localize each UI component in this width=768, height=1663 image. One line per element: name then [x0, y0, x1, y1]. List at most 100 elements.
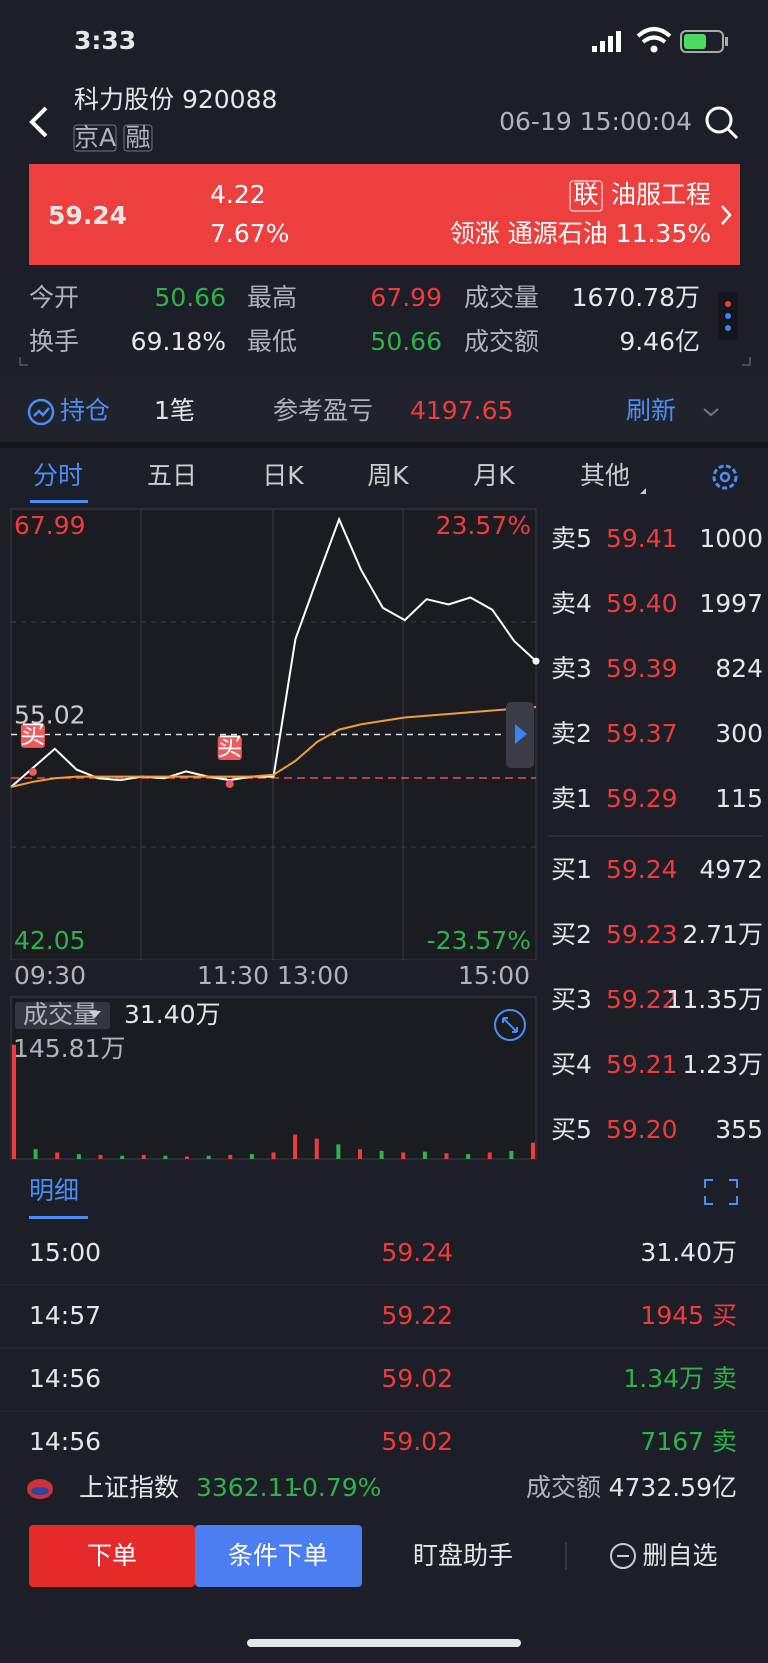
tab[interactable]: 五日: [147, 461, 197, 490]
fullscreen-button[interactable]: [494, 1009, 526, 1041]
back-button[interactable]: [29, 106, 48, 138]
stat-value: 67.99: [370, 283, 442, 312]
volume-max: 145.81万: [13, 1034, 125, 1063]
turnover: 4732.59亿: [609, 1473, 737, 1502]
tab[interactable]: 日K: [262, 461, 304, 490]
refresh[interactable]: 刷新: [626, 396, 676, 425]
pnl-label: 参考盈亏: [273, 396, 373, 425]
datetime: 06-19 15:00:04: [499, 107, 692, 136]
book-price: 59.21: [606, 1050, 678, 1079]
stat-label: 换手: [29, 327, 79, 356]
book-label: 买5: [551, 1115, 592, 1144]
volume-bar: [120, 1155, 125, 1159]
tab-arrow: [640, 488, 646, 494]
tag: 京A: [74, 123, 116, 152]
tab[interactable]: 其他: [580, 461, 630, 490]
tab[interactable]: 分时: [33, 461, 83, 490]
volume-selector[interactable]: [15, 1002, 110, 1029]
stat-value: 1670.78万: [572, 283, 700, 312]
sector-tag[interactable]: 联: [573, 180, 598, 209]
chevron: [721, 205, 732, 225]
remove-icon: [610, 1543, 636, 1569]
tab-underline: [30, 500, 88, 503]
book-price: 59.20: [606, 1115, 678, 1144]
sector-leader[interactable]: 领涨 通源石油 11.35%: [450, 219, 711, 248]
book-label: 卖1: [551, 784, 592, 813]
book-volume: 824: [715, 654, 763, 683]
book-volume: 1997: [699, 589, 763, 618]
trade-marker: [20, 723, 45, 748]
search-button[interactable]: [705, 106, 739, 140]
pct-label: 23.57%: [436, 511, 531, 540]
book-volume: 4972: [699, 855, 763, 884]
volume-bar: [206, 1155, 211, 1159]
trade-point: [28, 767, 37, 776]
position-label[interactable]: 持仓: [60, 396, 110, 425]
index-logo: [27, 1479, 53, 1499]
book-price: 59.23: [606, 920, 678, 949]
volume-bar: [401, 1152, 406, 1159]
volume-bar: [249, 1154, 254, 1159]
book-label: 买4: [551, 1050, 592, 1079]
dropdown-arrow: [89, 1011, 101, 1018]
volume-bar: [271, 1152, 276, 1159]
volume-label[interactable]: 成交量: [23, 1000, 98, 1029]
stat-label: 成交量: [464, 283, 539, 312]
tag-box: [73, 124, 117, 152]
action[interactable]: 删自选: [642, 1541, 717, 1570]
action[interactable]: 盯盘助手: [413, 1541, 513, 1570]
book-price: 59.40: [606, 589, 678, 618]
action[interactable]: 下单: [87, 1541, 137, 1570]
book-label: 卖4: [551, 589, 592, 618]
order-button[interactable]: [29, 1525, 195, 1587]
index-change: -0.79%: [293, 1473, 381, 1502]
book-volume: 1000: [699, 524, 763, 553]
trade-point: [225, 780, 234, 789]
volume-bar: [12, 1044, 16, 1159]
action[interactable]: 条件下单: [228, 1541, 328, 1570]
trade-volume: 1945 买: [640, 1301, 737, 1330]
conditional-order-button[interactable]: [195, 1525, 362, 1587]
volume-bar: [185, 1156, 189, 1159]
stat-value: 50.66: [154, 283, 226, 312]
expand-button[interactable]: [704, 1179, 738, 1205]
book-price: 59.22: [606, 985, 678, 1014]
grid: [11, 509, 536, 960]
volume-bar: [422, 1151, 427, 1159]
book-label: 卖3: [551, 654, 592, 683]
position-count: 1笔: [154, 396, 195, 425]
change: 4.22: [210, 180, 266, 209]
trade-price: 59.22: [381, 1301, 453, 1330]
index-name[interactable]: 上证指数: [79, 1473, 179, 1502]
expand-handle[interactable]: [506, 702, 534, 768]
trade-price: 59.24: [381, 1238, 453, 1267]
book-price: 59.24: [606, 855, 678, 884]
price-line: [10, 706, 537, 788]
volume-bar: [141, 1154, 146, 1159]
sector[interactable]: 油服工程: [611, 180, 711, 209]
book-volume: 300: [715, 719, 763, 748]
volume-bar: [228, 1154, 233, 1159]
order-book: 卖5 59.41 1000 卖4 59.40 1997 卖3 59.39 824 卖2 59.37 3…: [551, 524, 763, 1144]
book-label: 卖2: [551, 719, 592, 748]
more-dots[interactable]: [718, 292, 738, 340]
tag: 融: [125, 123, 150, 152]
tabs: 分时 五日 日K 周K 月K 其他: [30, 461, 630, 503]
settings-button[interactable]: [712, 464, 738, 490]
volume-bar: [358, 1149, 362, 1159]
pnl: 4197.65: [410, 396, 513, 425]
trade-volume: 7167 卖: [640, 1427, 737, 1456]
volume-bar: [466, 1154, 471, 1159]
book-label: 买1: [551, 855, 592, 884]
book-volume: 115: [715, 784, 763, 813]
book-price: 59.29: [606, 784, 678, 813]
chevron: [703, 408, 719, 417]
trade-time: 14:56: [29, 1427, 101, 1456]
tab[interactable]: 周K: [367, 461, 409, 490]
position-icon: [27, 398, 55, 426]
tab[interactable]: 月K: [473, 461, 515, 490]
volume-bar: [76, 1154, 81, 1159]
trade-time: 14:56: [29, 1364, 101, 1393]
